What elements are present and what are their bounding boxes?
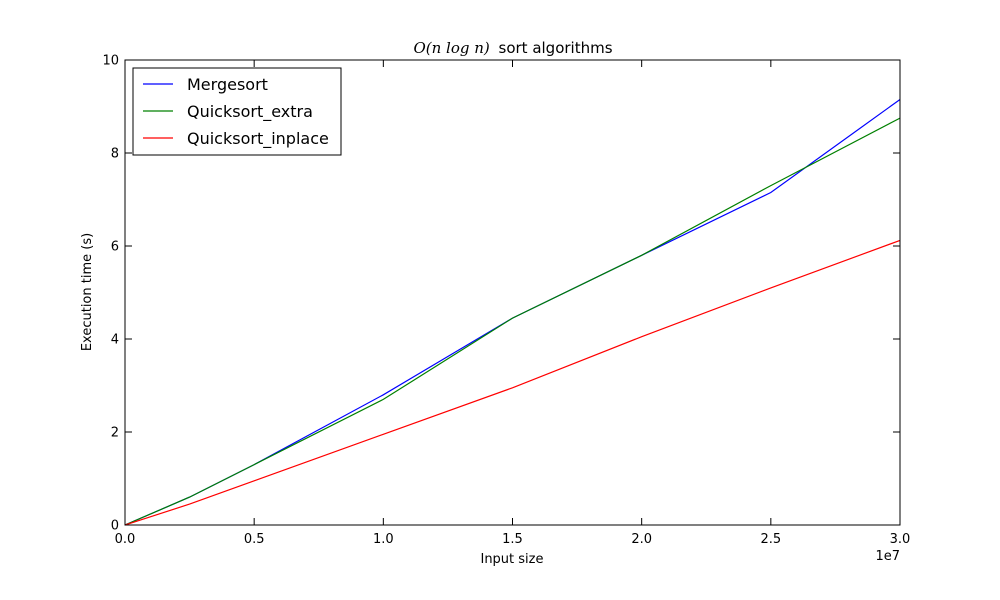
chart-title-text: sort algorithms	[499, 39, 613, 57]
x-tick-label: 1.0	[373, 532, 394, 547]
y-axis-label: Execution time (s)	[80, 233, 95, 351]
legend-label-quicksort-extra: Quicksort_extra	[187, 102, 313, 122]
x-tick-label: 0.5	[244, 532, 265, 547]
y-axis-ticks: 0 2 4 6 8 10	[102, 54, 900, 534]
chart-title-math: O(n log n)	[413, 39, 489, 57]
x-offset-label: 1e7	[875, 549, 900, 564]
legend-label-mergesort: Mergesort	[187, 75, 268, 94]
y-tick-label: 10	[102, 54, 119, 69]
y-tick-label: 2	[111, 426, 119, 441]
x-axis-ticks: 0.0 0.5 1.0 1.5 2.0 2.5 3.0	[115, 60, 911, 547]
series-layer	[124, 99, 901, 526]
legend: Mergesort Quicksort_extra Quicksort_inplac…	[132, 67, 342, 156]
x-axis-label: Input size	[480, 552, 543, 567]
chart-title: O(n log n) sort algorithms	[413, 39, 612, 57]
series-line-quicksort-inplace	[124, 239, 901, 526]
x-tick-label: 0.0	[115, 532, 136, 547]
x-tick-label: 3.0	[890, 532, 911, 547]
x-tick-label: 1.5	[502, 532, 523, 547]
x-tick-label: 2.0	[631, 532, 652, 547]
legend-label-quicksort-inplace: Quicksort_inplace	[187, 129, 329, 149]
y-tick-label: 4	[111, 333, 119, 348]
y-tick-label: 6	[111, 240, 119, 255]
y-tick-label: 0	[111, 519, 119, 534]
series-line-mergesort	[124, 99, 901, 526]
x-tick-label: 2.5	[760, 532, 781, 547]
y-tick-label: 8	[111, 147, 119, 162]
series-line-quicksort-extra	[124, 117, 901, 526]
